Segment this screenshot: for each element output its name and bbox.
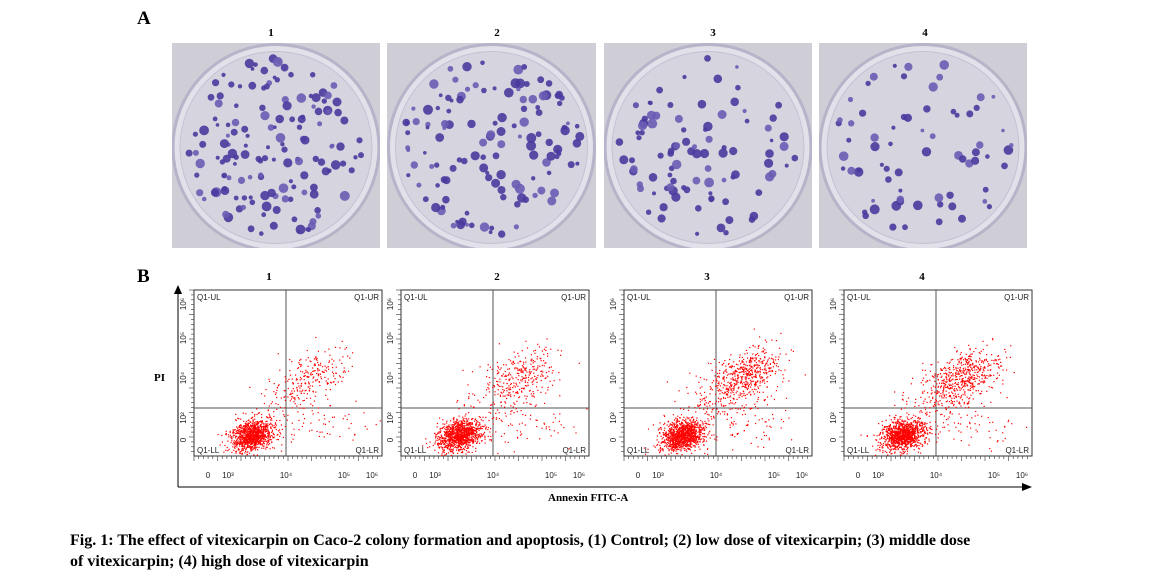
x-tick-label: 10⁶ [366, 471, 378, 480]
figure-caption: Fig. 1: The effect of vitexicarpin on Ca… [70, 530, 1130, 572]
caption-line-1: Fig. 1: The effect of vitexicarpin on Ca… [70, 532, 971, 549]
y-tick-label: 10⁴ [609, 371, 618, 384]
plot-label-2: 2 [494, 271, 500, 283]
quadrant-ul-label: Q1-UL [847, 293, 871, 302]
dish-2-graphic [387, 43, 596, 248]
quadrant-lr-label: Q1-LR [355, 446, 379, 455]
y-tick-label: 10⁴ [386, 371, 395, 384]
flow-plot-2: Q1-UL Q1-UR Q1-LL Q1-LR 0 10³ 10⁴ 10⁵ 10⁶ 0 10² 10⁴… [386, 289, 590, 480]
colony-dish-photo-2 [387, 43, 596, 248]
dish-label-3: 3 [710, 27, 716, 39]
y-tick-label: 10⁶ [829, 298, 838, 310]
plot-label-4: 4 [919, 271, 925, 283]
y-tick-label: 10⁵ [386, 332, 395, 344]
panel-b-letter: B [137, 266, 150, 287]
y-tick-label: 10² [829, 412, 838, 424]
quadrant-ul-label: Q1-UL [627, 293, 651, 302]
quadrant-lr-label: Q1-LR [1005, 446, 1029, 455]
y-tick-label: 10² [386, 412, 395, 424]
quadrant-ll-label: Q1-LL [847, 446, 870, 455]
quadrant-ll-label: Q1-LL [197, 446, 220, 455]
y-tick-label: 10⁶ [386, 298, 395, 310]
y-tick-label: 10² [609, 412, 618, 424]
y-tick-label: 10⁶ [609, 298, 618, 310]
y-tick-label: 10⁵ [609, 332, 618, 344]
flow-plot-4: Q1-UL Q1-UR Q1-LL Q1-LR 0 10³ 10⁴ 10⁵ 10⁶ 0 10² 10⁴… [829, 289, 1033, 480]
x-tick-label: 10⁴ [280, 471, 293, 480]
x-tick-label: 10³ [222, 471, 234, 480]
colony-dish-photo-4 [819, 43, 1027, 248]
x-tick-label: 10⁵ [338, 471, 350, 480]
dish-3-graphic [604, 43, 812, 248]
x-tick-label: 10⁵ [988, 471, 1000, 480]
x-tick-label: 0 [856, 471, 861, 480]
x-axis-label: Annexin FITC-A [548, 492, 629, 504]
quadrant-lr-label: Q1-LR [562, 446, 586, 455]
dish-label-1: 1 [268, 27, 274, 39]
x-tick-label: 10⁴ [487, 471, 500, 480]
dish-1-graphic [172, 43, 380, 248]
flow-plot-3: Q1-UL Q1-UR Q1-LL Q1-LR 0 10³ 10⁴ 10⁵ 10⁶ 0 10² 10⁴… [609, 289, 813, 480]
y-tick-label: 10⁵ [829, 332, 838, 344]
dish-label-4: 4 [922, 27, 928, 39]
quadrant-ur-label: Q1-UR [1004, 293, 1029, 302]
x-tick-label: 10⁵ [545, 471, 557, 480]
y-tick-label: 0 [179, 437, 188, 442]
quadrant-lr-label: Q1-LR [785, 446, 809, 455]
y-tick-label: 0 [609, 437, 618, 442]
caption-line-2: of vitexicarpin; (4) high dose of vitexi… [70, 553, 369, 570]
plot-label-1: 1 [266, 271, 272, 283]
y-tick-label: 10⁶ [179, 298, 188, 310]
x-tick-label: 0 [413, 471, 418, 480]
quadrant-ul-label: Q1-UL [197, 293, 221, 302]
x-tick-label: 10³ [429, 471, 441, 480]
flow-plot-1: Q1-UL Q1-UR Q1-LL Q1-LR 0 10³ 10⁴ 10⁵ 10⁶ 0 10² 10⁴… [179, 289, 383, 480]
panel-a-letter: A [137, 8, 151, 29]
x-tick-label: 10⁵ [768, 471, 780, 480]
x-tick-label: 10⁶ [573, 471, 585, 480]
x-tick-label: 10⁶ [1016, 471, 1028, 480]
x-tick-label: 10³ [872, 471, 884, 480]
dish-label-2: 2 [494, 27, 500, 39]
x-tick-label: 0 [206, 471, 211, 480]
x-tick-label: 10⁴ [710, 471, 723, 480]
y-tick-label: 0 [829, 437, 838, 442]
quadrant-ur-label: Q1-UR [561, 293, 586, 302]
y-tick-label: 0 [386, 437, 395, 442]
x-tick-label: 0 [636, 471, 641, 480]
x-tick-label: 10³ [652, 471, 664, 480]
quadrant-ll-label: Q1-LL [627, 446, 650, 455]
colony-dish-photo-3 [604, 43, 812, 248]
dish-4-graphic [819, 43, 1027, 248]
quadrant-ur-label: Q1-UR [354, 293, 379, 302]
plot-label-3: 3 [704, 271, 710, 283]
y-tick-label: 10⁵ [179, 332, 188, 344]
quadrant-ll-label: Q1-LL [404, 446, 427, 455]
quadrant-ur-label: Q1-UR [784, 293, 809, 302]
y-tick-label: 10² [179, 412, 188, 424]
y-axis-label: PI [154, 372, 165, 384]
quadrant-ul-label: Q1-UL [404, 293, 428, 302]
x-tick-label: 10⁴ [930, 471, 943, 480]
colony-dish-photo-1 [172, 43, 380, 248]
y-tick-label: 10⁴ [829, 371, 838, 384]
y-tick-label: 10⁴ [179, 371, 188, 384]
x-tick-label: 10⁶ [796, 471, 808, 480]
